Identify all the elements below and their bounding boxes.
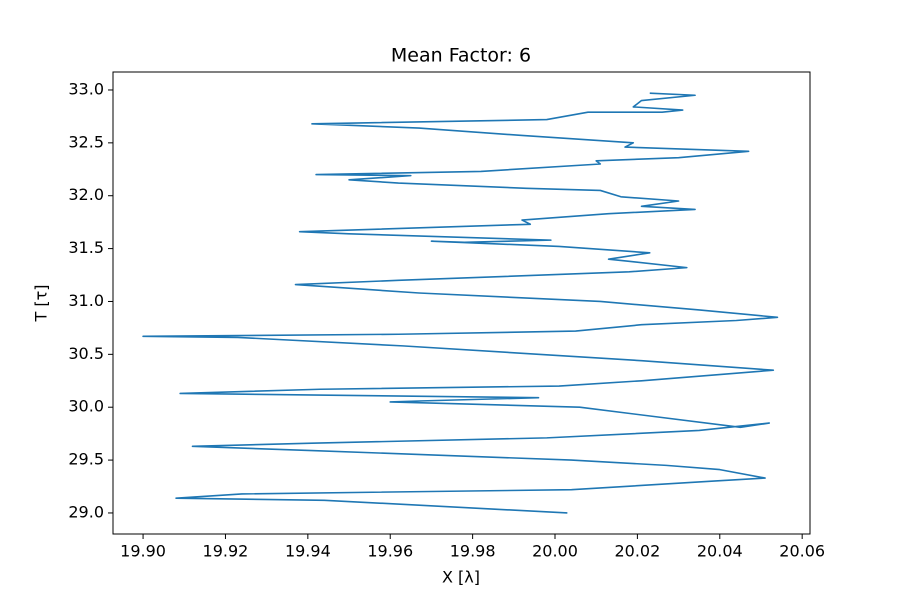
x-tick-label: 20.04 [697,542,743,561]
x-tick-label: 19.96 [367,542,413,561]
plot-frame [112,71,811,535]
x-tick-label: 19.90 [120,542,166,561]
x-tick-label: 20.02 [614,542,660,561]
y-tick-label: 30.5 [68,344,104,363]
y-tick-label: 31.0 [68,291,104,310]
data-line [142,92,779,514]
x-tick-label: 19.94 [285,542,331,561]
y-axis-label: T [τ] [32,285,51,323]
y-tick-label: 29.0 [68,502,104,521]
x-tick-label: 19.92 [203,542,249,561]
x-tick-label: 20.00 [532,542,578,561]
x-tick-label: 19.98 [450,542,496,561]
y-tick-label: 30.0 [68,397,104,416]
y-tick-label: 29.5 [68,450,104,469]
x-axis-label: X [λ] [442,568,480,587]
y-tick-label: 32.0 [68,185,104,204]
y-tick-label: 33.0 [68,79,104,98]
x-tick-label: 20.06 [779,542,825,561]
y-tick-label: 32.5 [68,132,104,151]
chart-title: Mean Factor: 6 [391,45,531,67]
y-tick-label: 31.5 [68,238,104,257]
